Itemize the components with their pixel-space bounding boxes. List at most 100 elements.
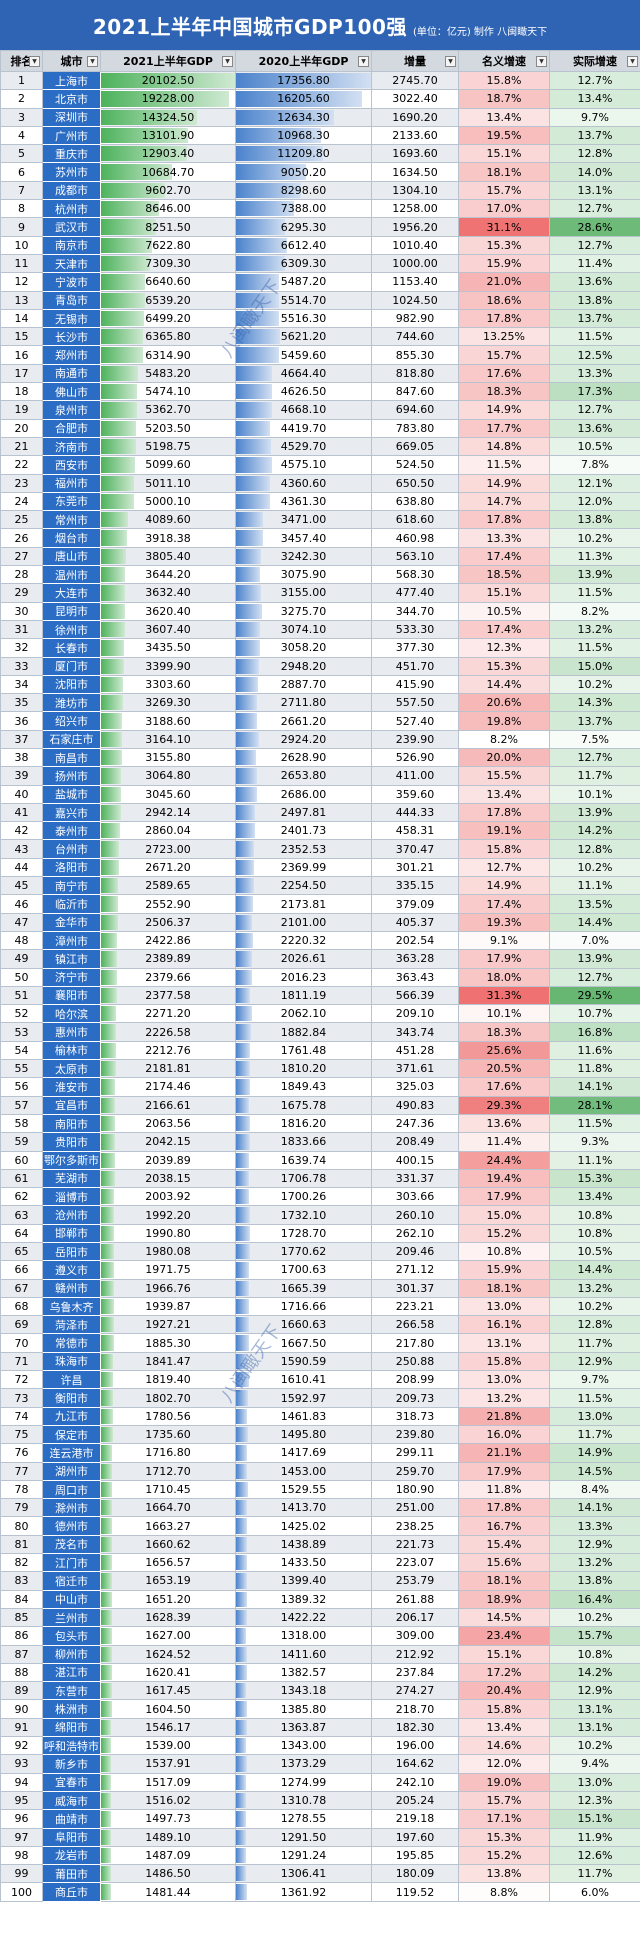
gdp-2021-cell[interactable]: 3435.50 <box>100 638 236 658</box>
nominal-growth-cell[interactable]: 13.3% <box>458 528 550 548</box>
gdp-2021-cell[interactable]: 3155.80 <box>100 747 236 768</box>
real-growth-cell[interactable]: 12.7% <box>549 747 640 768</box>
rank-cell[interactable]: 28 <box>0 565 43 585</box>
increase-cell[interactable]: 783.80 <box>371 418 459 438</box>
gdp-2021-cell[interactable]: 2377.58 <box>100 985 236 1006</box>
gdp-2021-cell[interactable]: 5483.20 <box>100 363 236 384</box>
gdp-2021-cell[interactable]: 3632.40 <box>100 583 236 603</box>
increase-cell[interactable]: 221.73 <box>371 1534 459 1555</box>
gdp-2021-cell[interactable]: 3620.40 <box>100 601 236 621</box>
nominal-growth-cell[interactable]: 29.3% <box>458 1095 550 1115</box>
city-cell[interactable]: 济宁市 <box>42 967 101 987</box>
real-growth-cell[interactable]: 11.5% <box>549 638 640 658</box>
gdp-2021-cell[interactable]: 1620.41 <box>100 1662 236 1683</box>
real-growth-cell[interactable]: 12.9% <box>549 1351 640 1372</box>
city-cell[interactable]: 洛阳市 <box>42 857 101 878</box>
nominal-growth-cell[interactable]: 15.1% <box>458 144 550 164</box>
gdp-2021-cell[interactable]: 1539.00 <box>100 1736 236 1756</box>
city-cell[interactable]: 昆明市 <box>42 601 101 621</box>
city-cell[interactable]: 宜春市 <box>42 1772 101 1792</box>
nominal-growth-cell[interactable]: 10.1% <box>458 1004 550 1024</box>
city-cell[interactable]: 盐城市 <box>42 784 101 804</box>
nominal-growth-cell[interactable]: 10.8% <box>458 1241 550 1262</box>
nominal-growth-cell[interactable]: 15.1% <box>458 1644 550 1664</box>
increase-cell[interactable]: 363.43 <box>371 967 459 987</box>
real-growth-cell[interactable]: 12.5% <box>549 345 640 365</box>
rank-cell[interactable]: 79 <box>0 1498 43 1518</box>
gdp-2021-cell[interactable]: 2166.61 <box>100 1095 236 1115</box>
city-cell[interactable]: 呼和浩特市 <box>42 1736 101 1756</box>
gdp-2021-cell[interactable]: 1939.87 <box>100 1296 236 1317</box>
nominal-growth-cell[interactable]: 17.8% <box>458 802 550 823</box>
real-growth-cell[interactable]: 11.8% <box>549 1059 640 1079</box>
increase-cell[interactable]: 196.00 <box>371 1736 459 1756</box>
nominal-growth-cell[interactable]: 15.7% <box>458 1790 550 1811</box>
city-cell[interactable]: 常州市 <box>42 510 101 530</box>
increase-cell[interactable]: 527.40 <box>371 711 459 731</box>
city-cell[interactable]: 上海市 <box>42 70 101 91</box>
increase-cell[interactable]: 202.54 <box>371 930 459 951</box>
nominal-growth-cell[interactable]: 14.6% <box>458 1736 550 1756</box>
nominal-growth-cell[interactable]: 16.0% <box>458 1424 550 1445</box>
city-cell[interactable]: 南京市 <box>42 235 101 255</box>
gdp-2021-cell[interactable]: 1487.09 <box>100 1845 236 1866</box>
gdp-2020-cell[interactable]: 12634.30 <box>235 107 372 127</box>
city-cell[interactable]: 江门市 <box>42 1553 101 1573</box>
increase-cell[interactable]: 303.66 <box>371 1187 459 1207</box>
nominal-growth-cell[interactable]: 10.5% <box>458 601 550 621</box>
real-growth-cell[interactable]: 11.5% <box>549 1113 640 1134</box>
gdp-2021-cell[interactable]: 5011.10 <box>100 473 236 493</box>
nominal-growth-cell[interactable]: 18.1% <box>458 1278 550 1298</box>
nominal-growth-cell[interactable]: 18.0% <box>458 967 550 987</box>
rank-cell[interactable]: 53 <box>0 1022 43 1042</box>
real-growth-cell[interactable]: 10.2% <box>549 528 640 548</box>
real-growth-cell[interactable]: 13.9% <box>549 565 640 585</box>
increase-cell[interactable]: 694.60 <box>371 400 459 420</box>
nominal-growth-cell[interactable]: 19.1% <box>458 821 550 841</box>
rank-cell[interactable]: 47 <box>0 912 43 932</box>
increase-cell[interactable]: 1153.40 <box>371 272 459 292</box>
gdp-2021-cell[interactable]: 1712.70 <box>100 1461 236 1481</box>
rank-cell[interactable]: 57 <box>0 1095 43 1115</box>
gdp-2021-cell[interactable]: 1885.30 <box>100 1333 236 1353</box>
rank-cell[interactable]: 86 <box>0 1626 43 1646</box>
rank-cell[interactable]: 34 <box>0 674 43 695</box>
city-cell[interactable]: 淮安市 <box>42 1077 101 1097</box>
real-growth-cell[interactable]: 11.3% <box>549 546 640 567</box>
nominal-growth-cell[interactable]: 15.7% <box>458 180 550 201</box>
real-growth-cell[interactable]: 6.0% <box>549 1882 640 1902</box>
city-cell[interactable]: 成都市 <box>42 180 101 201</box>
gdp-2020-cell[interactable]: 1639.74 <box>235 1150 372 1170</box>
increase-cell[interactable]: 253.79 <box>371 1571 459 1591</box>
city-cell[interactable]: 金华市 <box>42 912 101 932</box>
gdp-2020-cell[interactable]: 3075.90 <box>235 565 372 585</box>
real-growth-cell[interactable]: 11.1% <box>549 1150 640 1170</box>
city-cell[interactable]: 石家庄市 <box>42 729 101 749</box>
city-cell[interactable]: 大连市 <box>42 583 101 603</box>
increase-cell[interactable]: 1690.20 <box>371 107 459 127</box>
real-growth-cell[interactable]: 11.9% <box>549 1827 640 1847</box>
gdp-2020-cell[interactable]: 1461.83 <box>235 1406 372 1426</box>
real-growth-cell[interactable]: 12.7% <box>549 235 640 255</box>
real-growth-cell[interactable]: 11.7% <box>549 766 640 786</box>
nominal-growth-cell[interactable]: 14.9% <box>458 876 550 896</box>
gdp-2020-cell[interactable]: 1291.50 <box>235 1827 372 1847</box>
city-cell[interactable]: 赣州市 <box>42 1278 101 1298</box>
header-nominal-growth[interactable]: 名义增速 ▼ <box>458 50 550 72</box>
rank-cell[interactable]: 83 <box>0 1571 43 1591</box>
nominal-growth-cell[interactable]: 23.4% <box>458 1626 550 1646</box>
increase-cell[interactable]: 458.31 <box>371 821 459 841</box>
city-cell[interactable]: 泉州市 <box>42 400 101 420</box>
rank-cell[interactable]: 59 <box>0 1132 43 1152</box>
gdp-2021-cell[interactable]: 1627.00 <box>100 1626 236 1646</box>
nominal-growth-cell[interactable]: 15.8% <box>458 1351 550 1372</box>
gdp-2021-cell[interactable]: 8646.00 <box>100 199 236 219</box>
rank-cell[interactable]: 68 <box>0 1296 43 1317</box>
increase-cell[interactable]: 524.50 <box>371 455 459 475</box>
city-cell[interactable]: 湖州市 <box>42 1461 101 1481</box>
real-growth-cell[interactable]: 12.6% <box>549 1845 640 1866</box>
city-cell[interactable]: 淄博市 <box>42 1187 101 1207</box>
real-growth-cell[interactable]: 10.2% <box>549 1736 640 1756</box>
gdp-2020-cell[interactable]: 1849.43 <box>235 1077 372 1097</box>
nominal-growth-cell[interactable]: 14.8% <box>458 436 550 457</box>
